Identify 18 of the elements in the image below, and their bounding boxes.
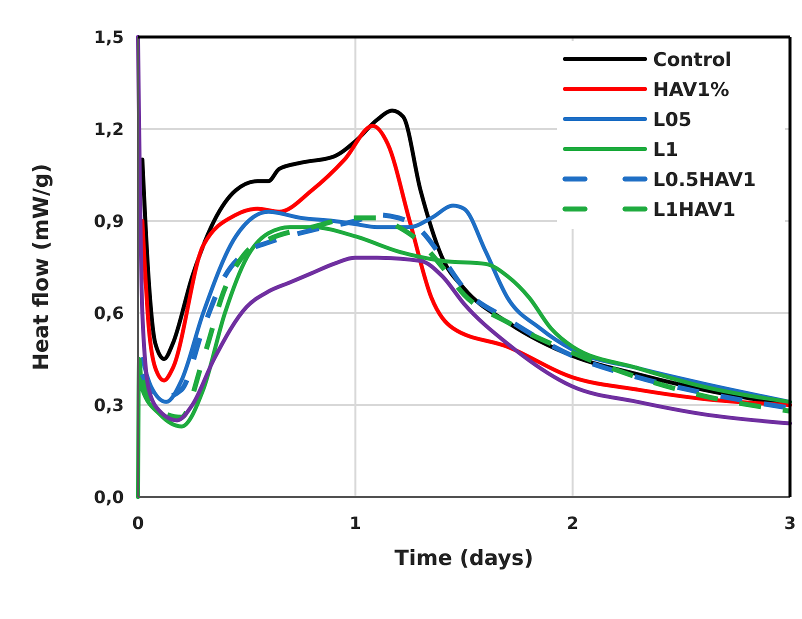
y-tick-label: 0,3 [94, 396, 124, 416]
legend-label: L0.5HAV1 [653, 169, 756, 191]
legend-label: L1HAV1 [653, 199, 736, 221]
y-tick-label: 0,6 [94, 304, 124, 324]
x-tick-label: 1 [349, 514, 362, 534]
y-tick-label: 1,5 [94, 28, 124, 48]
y-tick-label: 0,0 [94, 488, 124, 508]
legend-label: L05 [653, 109, 692, 131]
x-tick-label: 3 [784, 514, 796, 534]
legend-label: HAV1% [653, 79, 730, 101]
x-tick-label: 0 [132, 514, 144, 534]
x-tick-label: 2 [566, 514, 579, 534]
y-tick-label: 0,9 [94, 212, 124, 232]
legend-label: L1 [653, 139, 678, 161]
y-axis-title: Heat flow (mW/g) [29, 164, 53, 370]
legend-label: Control [653, 49, 732, 71]
y-tick-label: 1,2 [94, 120, 124, 140]
x-axis-title: Time (days) [394, 546, 534, 570]
